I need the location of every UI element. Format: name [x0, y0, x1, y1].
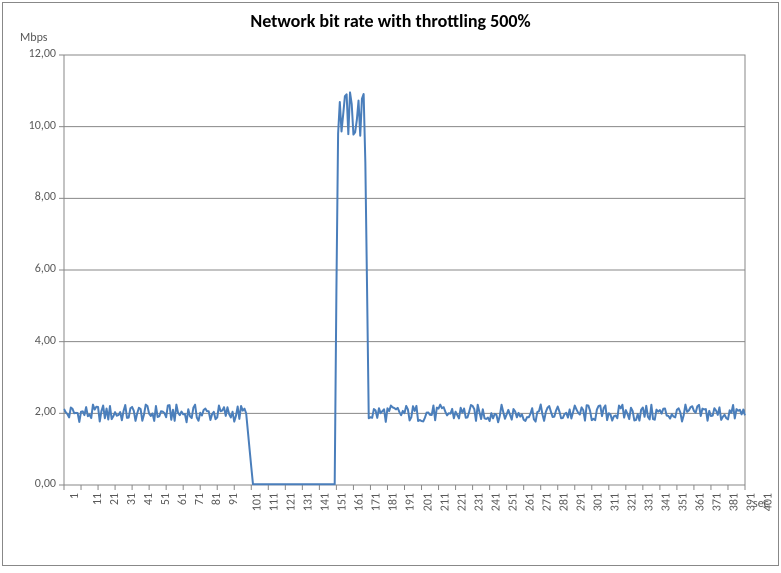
- x-tick-label: 391: [744, 493, 758, 511]
- x-tick-label: 401: [761, 493, 775, 511]
- x-tick-label: 111: [268, 493, 282, 511]
- chart-svg: [0, 0, 781, 568]
- y-tick-label: 4,00: [35, 334, 56, 348]
- x-tick-label: 311: [608, 493, 622, 511]
- chart-container: Network bit rate with throttling 500% Mb…: [0, 0, 781, 568]
- y-tick-label: 2,00: [35, 405, 56, 419]
- x-tick-label: 241: [489, 493, 503, 511]
- chart-title: Network bit rate with throttling 500%: [0, 10, 781, 32]
- x-tick-label: 11: [91, 493, 105, 505]
- x-tick-label: 371: [710, 493, 724, 511]
- y-tick-label: 10,00: [29, 119, 56, 133]
- x-tick-label: 131: [302, 493, 316, 511]
- x-tick-label: 101: [251, 493, 265, 511]
- y-tick-label: 8,00: [35, 190, 56, 204]
- x-tick-label: 351: [676, 493, 690, 511]
- x-tick-label: 271: [540, 493, 554, 511]
- x-tick-label: 151: [336, 493, 350, 511]
- x-tick-label: 181: [387, 493, 401, 511]
- x-tick-label: 361: [693, 493, 707, 511]
- x-tick-label: 341: [659, 493, 673, 511]
- x-tick-label: 51: [159, 493, 173, 505]
- x-tick-label: 251: [506, 493, 520, 511]
- y-tick-label: 12,00: [29, 47, 56, 61]
- x-tick-label: 61: [176, 493, 190, 505]
- x-tick-label: 301: [591, 493, 605, 511]
- x-tick-label: 211: [438, 493, 452, 511]
- x-tick-label: 291: [574, 493, 588, 511]
- x-tick-label: 191: [404, 493, 418, 511]
- x-tick-label: 121: [285, 493, 299, 511]
- x-tick-label: 1: [68, 493, 82, 499]
- x-tick-label: 281: [557, 493, 571, 511]
- x-tick-label: 231: [472, 493, 486, 511]
- x-tick-label: 221: [455, 493, 469, 511]
- x-tick-label: 321: [625, 493, 639, 511]
- x-tick-label: 91: [227, 493, 241, 505]
- x-tick-label: 331: [642, 493, 656, 511]
- x-tick-label: 141: [319, 493, 333, 511]
- x-tick-label: 261: [523, 493, 537, 511]
- x-tick-label: 41: [142, 493, 156, 505]
- x-tick-label: 161: [353, 493, 367, 511]
- x-tick-label: 21: [108, 493, 122, 505]
- x-tick-label: 201: [421, 493, 435, 511]
- x-tick-label: 71: [193, 493, 207, 505]
- y-tick-label: 6,00: [35, 262, 56, 276]
- y-tick-label: 0,00: [35, 477, 56, 491]
- y-axis-title: Mbps: [20, 31, 48, 45]
- x-tick-label: 171: [370, 493, 384, 511]
- x-tick-label: 31: [125, 493, 139, 505]
- x-tick-label: 81: [210, 493, 224, 505]
- x-tick-label: 381: [727, 493, 741, 511]
